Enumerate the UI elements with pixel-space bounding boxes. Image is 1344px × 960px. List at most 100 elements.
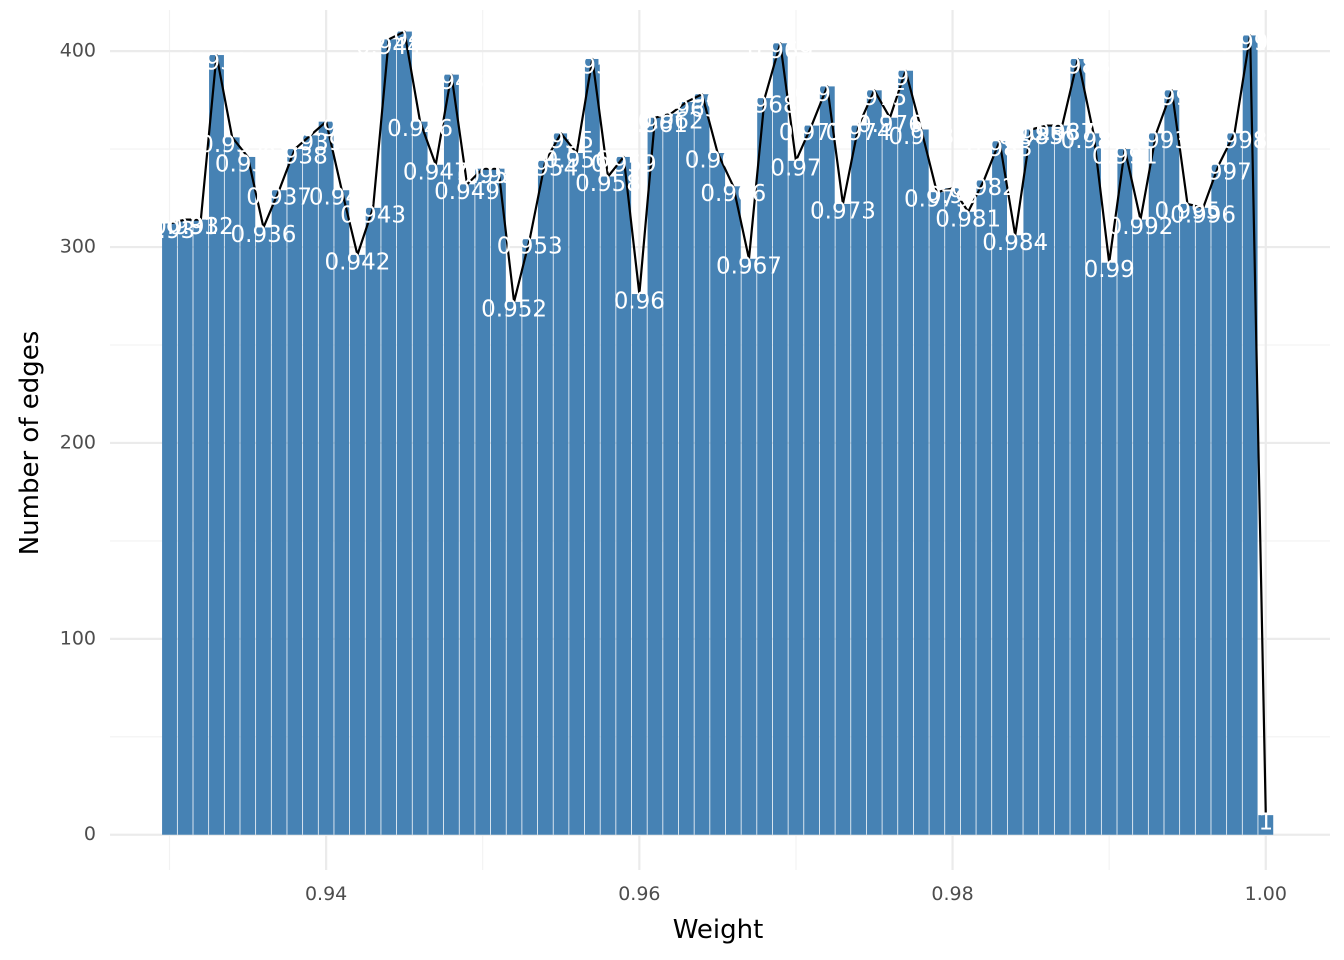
bar-value-label: 0.982 [951, 175, 1017, 201]
trend-line-layer [169, 30, 1267, 816]
bar [365, 207, 381, 835]
bar-value-label: 0.958 [575, 171, 641, 197]
bar [1211, 164, 1227, 835]
bar-value-label: 0.964 [669, 89, 735, 115]
bar [553, 133, 569, 835]
bar-value-label: 0.945 [371, 26, 437, 52]
bar-value-label: 0.995 [1155, 198, 1221, 224]
y-tick-label: 200 [60, 431, 96, 453]
bar [1086, 133, 1101, 835]
y-tick-label: 400 [60, 40, 96, 62]
bar [1195, 207, 1211, 835]
bar-value-label: 0.938 [262, 144, 328, 170]
bar-value-label: 0.993 [1123, 128, 1189, 154]
bar [1007, 235, 1023, 835]
bar [631, 294, 647, 835]
bar [788, 160, 804, 835]
bar [1164, 90, 1180, 835]
bar [490, 168, 506, 835]
bar-value-label: 0.951 [465, 163, 531, 189]
bar-value-label: 0.956 [544, 148, 610, 174]
bar-value-label: 0.992 [1108, 214, 1174, 240]
bar [1258, 815, 1274, 835]
bar [396, 31, 412, 835]
bar-value-label: 0.942 [325, 249, 391, 275]
bar [600, 176, 616, 835]
bar [537, 160, 553, 835]
bar-value-label: 0.981 [935, 206, 1001, 232]
bar-value-label: 0.965 [685, 148, 751, 174]
bar [757, 98, 773, 835]
bar [271, 190, 287, 835]
bar [1117, 149, 1133, 835]
bar-value-label: 0.953 [497, 234, 563, 260]
bar-value-label: 0.957 [559, 53, 625, 79]
bar-value-label: 0.998 [1202, 128, 1268, 154]
bar [334, 190, 350, 835]
bar-value-label: 0.973 [810, 198, 876, 224]
bar-value-label: 0.986 [1014, 120, 1080, 146]
bar [960, 211, 976, 835]
bar-value-label: 0.996 [1170, 202, 1236, 228]
bar [303, 135, 318, 835]
bar [819, 86, 835, 835]
bar-value-label: 0.999 [1217, 30, 1283, 56]
bar [412, 121, 428, 835]
bar [694, 94, 710, 835]
bar-value-label: 0.935 [215, 151, 281, 177]
bar [741, 258, 757, 835]
bar-value-label: 0.989 [1061, 128, 1127, 154]
y-tick-label: 0 [84, 823, 96, 845]
bar [177, 219, 193, 835]
bar [506, 301, 522, 835]
bar-value-label: 0.932 [168, 214, 234, 240]
bar [835, 203, 851, 835]
bar-value-label: 0.975 [841, 85, 907, 111]
bar [616, 156, 632, 835]
bar-value-label: 0.95 [457, 163, 508, 189]
bar [1148, 133, 1164, 835]
bar-value-label: 0.949 [434, 179, 500, 205]
bar [898, 70, 914, 835]
bar-value-label: 0.931 [152, 214, 218, 240]
bar-value-label: 0.946 [387, 116, 453, 142]
bar [1101, 262, 1117, 835]
bar-value-label: 0.978 [888, 124, 954, 150]
bar-value-label: 0.97 [770, 155, 821, 181]
bar-value-label: 0.939 [278, 130, 344, 156]
bar [287, 149, 303, 835]
bar [569, 153, 585, 835]
x-tick-label: 1.00 [1245, 883, 1287, 905]
bar-value-label: 0.955 [528, 128, 594, 154]
bar [772, 43, 788, 835]
bar [1070, 58, 1086, 835]
bar [913, 129, 929, 835]
bar-value-label: 0.977 [873, 65, 939, 91]
bar [1054, 125, 1070, 835]
bar [162, 223, 177, 835]
y-tick-label: 100 [60, 627, 96, 649]
bar [929, 192, 945, 835]
bar-value-label: 0.966 [700, 181, 766, 207]
trend-line [169, 30, 1267, 816]
bar [522, 239, 538, 835]
bar [224, 137, 240, 835]
bar [381, 39, 397, 835]
bar [710, 153, 726, 835]
x-axis-ticks: 0.94 0.96 0.98 1.00 [305, 883, 1287, 905]
bar-value-label: 0.93 [144, 218, 195, 244]
bar [725, 186, 741, 835]
bar [992, 141, 1007, 835]
bar [1180, 203, 1195, 835]
bar [976, 180, 992, 835]
bar-value-label: 0.985 [998, 124, 1064, 150]
bar [1023, 129, 1039, 835]
y-axis-title: Number of edges [15, 331, 45, 556]
bar-value-label: 0.94 [301, 116, 352, 142]
bar-value-label: 0.959 [591, 151, 657, 177]
bar-value-label: 0.937 [246, 185, 312, 211]
bar-value-label: 0.983 [967, 136, 1033, 162]
bar-value-label: 0.991 [1092, 144, 1158, 170]
bar-value-label: 0.96 [614, 289, 665, 315]
